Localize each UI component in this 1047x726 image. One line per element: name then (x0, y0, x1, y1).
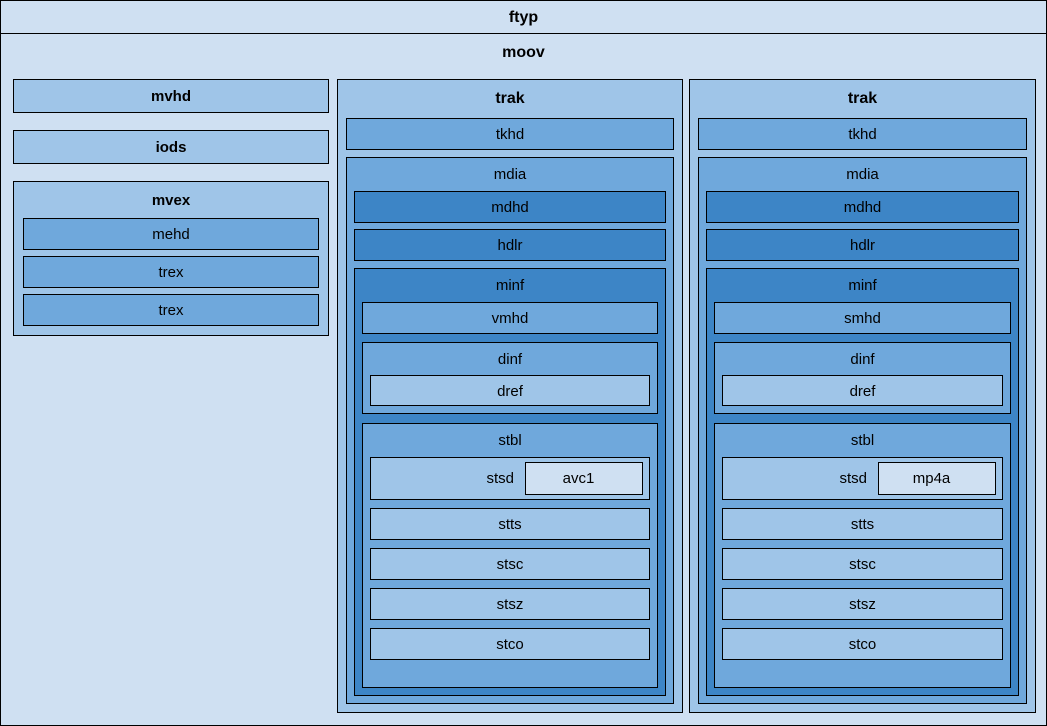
tkhd-box-2: tkhd (698, 118, 1027, 150)
minf-box-2: minf smhd dinf dref st (706, 268, 1019, 696)
stsc-box-1: stsc (370, 548, 650, 580)
stco-box-2: stco (722, 628, 1003, 660)
stsd-label-2: stsd (839, 470, 867, 487)
dref-label-1: dref (497, 383, 523, 400)
trex-label-2: trex (158, 302, 184, 319)
ftyp-label: ftyp (508, 9, 539, 26)
stsc-box-2: stsc (722, 548, 1003, 580)
minf-label-2: minf (848, 277, 877, 294)
mdhd-box-2: mdhd (706, 191, 1019, 223)
iods-label: iods (155, 139, 187, 156)
ftyp-box: ftyp (0, 0, 1047, 34)
stsc-label-2: stsc (849, 556, 876, 573)
minf-label-1: minf (495, 277, 525, 294)
hdlr-label-2: hdlr (849, 237, 875, 254)
trex-box-1: trex (23, 256, 319, 288)
stbl-box-1: stbl stsd avc1 stts (362, 423, 658, 688)
dref-box-2: dref (722, 375, 1003, 406)
mvex-label: mvex (151, 192, 191, 209)
stsz-label-1: stsz (496, 596, 524, 613)
codec-label-avc1: avc1 (562, 470, 595, 487)
moov-left-column: mvhd iods mvex mehd trex trex (13, 79, 329, 336)
iods-box: iods (13, 130, 329, 164)
vmhd-box: vmhd (362, 302, 658, 334)
moov-columns: mvhd iods mvex mehd trex trex (13, 79, 1036, 725)
stsz-box-2: stsz (722, 588, 1003, 620)
vmhd-label: vmhd (491, 310, 529, 327)
dinf-box-1: dinf dref (362, 342, 658, 414)
mdia-box-1: mdia mdhd hdlr minf vmhd (346, 157, 674, 704)
trex-label-1: trex (158, 264, 184, 281)
stbl-box-2: stbl stsd mp4a stts (714, 423, 1011, 688)
stco-box-1: stco (370, 628, 650, 660)
codec-label-mp4a: mp4a (912, 470, 951, 487)
stts-label-1: stts (498, 516, 522, 533)
codec-box-avc1: avc1 (525, 462, 643, 495)
stts-label-2: stts (850, 516, 875, 533)
dref-label-2: dref (849, 383, 876, 400)
smhd-label: smhd (844, 310, 881, 327)
dinf-box-2: dinf dref (714, 342, 1011, 414)
moov-label: moov (502, 44, 545, 61)
mdhd-box-1: mdhd (354, 191, 666, 223)
hdlr-box-2: hdlr (706, 229, 1019, 261)
trak-box-1: trak tkhd mdia mdhd hdlr minf (337, 79, 683, 713)
hdlr-box-1: hdlr (354, 229, 666, 261)
minf-box-1: minf vmhd dinf dref st (354, 268, 666, 696)
hdlr-label-1: hdlr (497, 237, 523, 254)
stsz-box-1: stsz (370, 588, 650, 620)
tkhd-box-1: tkhd (346, 118, 674, 150)
trak-label-1: trak (495, 90, 525, 107)
trak-label-2: trak (847, 90, 878, 107)
smhd-box: smhd (714, 302, 1011, 334)
stsc-label-1: stsc (496, 556, 524, 573)
trak-column-video: trak tkhd mdia mdhd hdlr minf (337, 79, 683, 713)
tkhd-label-2: tkhd (848, 126, 877, 143)
codec-box-mp4a: mp4a (878, 462, 996, 495)
stco-label-2: stco (848, 636, 877, 653)
mdia-box-2: mdia mdhd hdlr minf smhd (698, 157, 1027, 704)
mdhd-label-1: mdhd (491, 199, 529, 216)
dinf-label-1: dinf (497, 351, 523, 368)
stsd-box-2: stsd mp4a (722, 457, 1003, 500)
mvex-box: mvex mehd trex trex (13, 181, 329, 336)
trak-box-2: trak tkhd mdia mdhd hdlr minf (689, 79, 1036, 713)
stco-label-1: stco (496, 636, 524, 653)
stbl-label-2: stbl (850, 432, 875, 449)
stbl-label-1: stbl (498, 432, 522, 449)
stsd-label-1: stsd (486, 470, 514, 487)
mdhd-label-2: mdhd (843, 199, 882, 216)
trak-column-audio: trak tkhd mdia mdhd hdlr minf (689, 79, 1036, 713)
moov-box: moov mvhd iods mvex mehd trex (0, 33, 1047, 726)
mvhd-label: mvhd (150, 88, 191, 105)
mehd-box: mehd (23, 218, 319, 250)
stsd-box-1: stsd avc1 (370, 457, 650, 500)
dinf-label-2: dinf (850, 351, 875, 368)
mdia-label-1: mdia (493, 166, 527, 183)
trex-box-2: trex (23, 294, 319, 326)
mdia-label-2: mdia (846, 166, 879, 183)
tkhd-label-1: tkhd (495, 126, 525, 143)
stsz-label-2: stsz (849, 596, 876, 613)
stts-box-1: stts (370, 508, 650, 540)
mvhd-box: mvhd (13, 79, 329, 113)
stts-box-2: stts (722, 508, 1003, 540)
mehd-label: mehd (152, 226, 190, 243)
dref-box-1: dref (370, 375, 650, 406)
